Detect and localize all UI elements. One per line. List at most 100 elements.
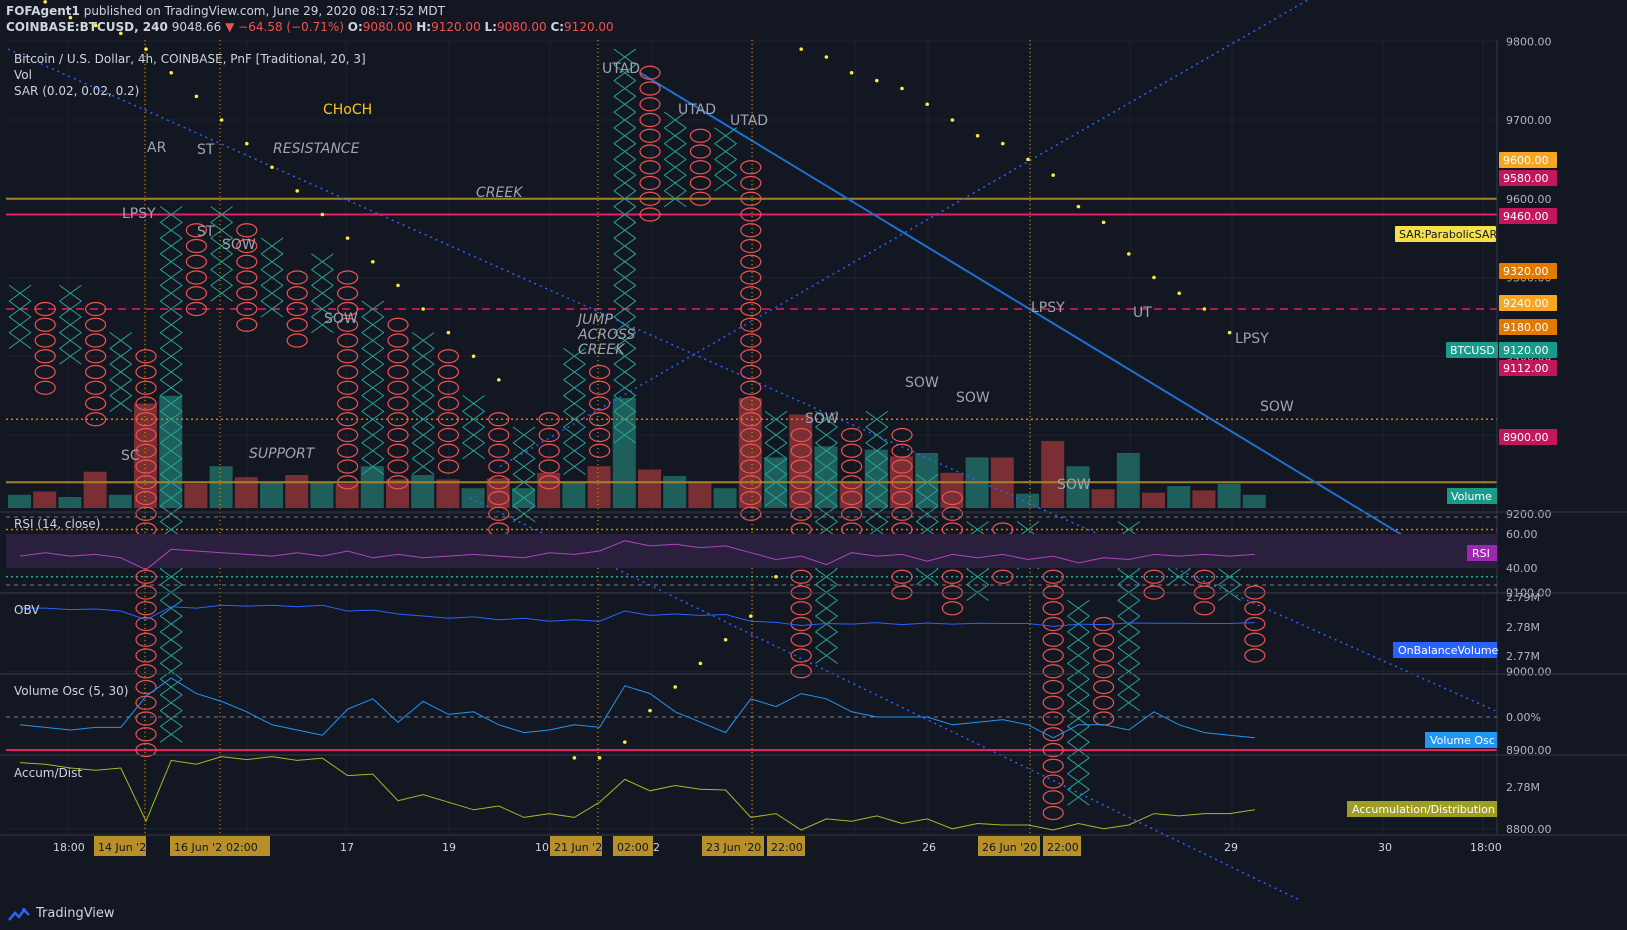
pnf-o-mark: [135, 711, 157, 726]
pnf-o-mark: [538, 459, 560, 474]
volume-bar: [587, 466, 611, 508]
pnf-x-mark: [1117, 678, 1141, 696]
pnf-x-mark: [210, 253, 233, 271]
indicator-tag-label: Volume Osc: [1430, 734, 1495, 747]
pnf-x-mark: [815, 473, 838, 491]
price-axis-label: 8800.00: [1506, 823, 1552, 836]
pnf-o-mark: [1042, 616, 1064, 632]
time-axis-label: 19: [442, 841, 456, 854]
pnf-o-mark: [1042, 727, 1064, 742]
pnf-x-mark: [563, 347, 586, 365]
pnf-x-mark: [613, 64, 637, 82]
sar-dot: [1177, 291, 1181, 296]
legend-sar[interactable]: SAR (0.02, 0.02, 0.2): [14, 84, 140, 98]
price-tag-bg: [1499, 319, 1557, 335]
indicator-tick: 2.78M: [1506, 621, 1540, 634]
time-axis-label: 18:00: [53, 841, 85, 854]
pnf-x-mark: [109, 347, 133, 365]
pnf-x-mark: [159, 489, 183, 507]
price-axis-label: 9800.00: [1506, 35, 1552, 48]
price-tag-label: 9120.00: [1503, 344, 1549, 357]
pnf-o-mark: [387, 459, 409, 474]
pnf-o-mark: [337, 333, 359, 348]
ad-title[interactable]: Accum/Dist: [14, 766, 83, 780]
pnf-x-mark: [159, 284, 183, 302]
sar-dot: [371, 259, 375, 264]
pnf-x-mark: [411, 442, 435, 460]
pnf-o-mark: [135, 364, 157, 380]
pnf-o-mark: [286, 333, 308, 348]
pnf-x-mark: [1117, 647, 1141, 664]
pnf-o-mark: [337, 427, 359, 443]
pnf-o-mark: [790, 506, 812, 521]
vosc-title[interactable]: Volume Osc (5, 30): [14, 684, 129, 698]
sar-dot: [749, 614, 753, 618]
pnf-x-mark: [1167, 568, 1191, 586]
publisher-name[interactable]: FOFAgent1: [6, 4, 80, 18]
pnf-x-mark: [915, 473, 939, 491]
pnf-o-mark: [337, 380, 359, 395]
volume-bar: [486, 478, 510, 508]
sar-dot: [925, 102, 929, 107]
annotation-utad: UTAD: [730, 113, 768, 129]
pnf-o-mark: [135, 601, 157, 616]
pnf-x-mark: [865, 505, 889, 523]
volume-bar: [1242, 494, 1266, 508]
time-highlight-label: 22:00: [771, 841, 803, 854]
pnf-o-mark: [1042, 742, 1064, 758]
time-highlight-bg: [767, 836, 805, 856]
pnf-o-mark: [790, 664, 812, 679]
legend-vol[interactable]: Vol: [14, 68, 32, 82]
time-highlight-bg: [613, 836, 653, 856]
sar-dot: [446, 330, 451, 335]
sar-dot: [144, 47, 148, 51]
time-axis-label: 17: [340, 841, 354, 854]
tradingview-logo[interactable]: TradingView: [8, 906, 115, 921]
pnf-x-mark: [663, 158, 687, 176]
time-highlight-bg: [222, 836, 270, 856]
sar-dot: [774, 574, 778, 579]
pnf-x-mark: [764, 410, 788, 428]
indicator-tick: 40.00: [1506, 562, 1538, 575]
pnf-x-mark: [411, 332, 435, 349]
pnf-o-mark: [286, 286, 308, 301]
time-highlight-bg: [170, 836, 226, 856]
pnf-x-mark: [361, 347, 385, 365]
pnf-chart-svg[interactable]: CHoCHRESISTANCECREEKSUPPORTJUMPACROSSCRE…: [0, 0, 1627, 900]
pnf-o-mark: [387, 364, 409, 380]
indicator-tag-bg: [1393, 642, 1497, 658]
pnf-x-mark: [563, 410, 586, 428]
pnf-o-mark: [588, 364, 611, 380]
annotation-sow: SOW: [956, 390, 990, 406]
rsi-title[interactable]: RSI (14, close): [14, 517, 101, 531]
annotation-sow: SOW: [222, 237, 256, 253]
pnf-o-mark: [337, 301, 359, 317]
rsi-band: [6, 534, 1497, 568]
pnf-x-mark: [613, 379, 637, 397]
sar-dot: [471, 354, 476, 359]
pnf-x-mark: [159, 379, 183, 397]
last-price: 9048.66: [171, 20, 222, 34]
pnf-o-mark: [236, 317, 258, 332]
pnf-o-mark: [437, 427, 459, 443]
time-axis-label: 26: [922, 841, 936, 854]
legend-title[interactable]: Bitcoin / U.S. Dollar, 4h, COINBASE, PnF…: [14, 52, 366, 66]
pnf-x-mark: [361, 410, 385, 428]
pnf-x-mark: [159, 710, 183, 727]
time-highlight-label: 26 Jun '20: [982, 841, 1037, 854]
pnf-o-mark: [387, 396, 409, 411]
obv-title[interactable]: OBV: [14, 603, 40, 617]
pnf-x-mark: [361, 379, 385, 397]
price-axis-label: 9200.00: [1506, 508, 1552, 521]
pnf-o-mark: [891, 459, 913, 474]
pnf-x-mark: [159, 458, 183, 475]
footer-bar: [0, 900, 1627, 930]
pnf-o-mark: [135, 427, 157, 443]
pnf-o-mark: [891, 490, 913, 506]
pnf-x-mark: [663, 111, 687, 129]
volume-bar: [1167, 486, 1191, 508]
volume-bar: [260, 481, 283, 508]
pnf-x-mark: [563, 426, 586, 444]
sar-dot: [1051, 173, 1055, 177]
pnf-o-mark: [891, 443, 913, 458]
